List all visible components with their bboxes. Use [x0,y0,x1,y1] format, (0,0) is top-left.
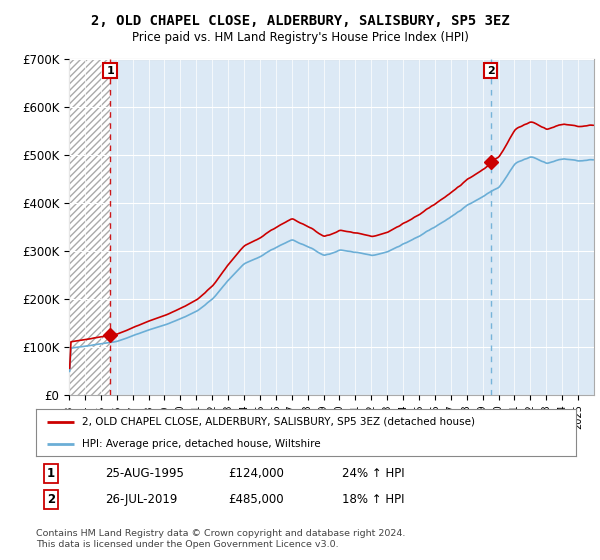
Text: Contains HM Land Registry data © Crown copyright and database right 2024.
This d: Contains HM Land Registry data © Crown c… [36,529,406,549]
Text: 26-JUL-2019: 26-JUL-2019 [105,493,178,506]
Text: 2: 2 [47,493,55,506]
Bar [69,59,110,395]
Text: 25-AUG-1995: 25-AUG-1995 [105,466,184,480]
Text: 1: 1 [106,66,114,76]
Text: HPI: Average price, detached house, Wiltshire: HPI: Average price, detached house, Wilt… [82,438,320,449]
Text: 2: 2 [487,66,494,76]
Text: £124,000: £124,000 [228,466,284,480]
Text: 2, OLD CHAPEL CLOSE, ALDERBURY, SALISBURY, SP5 3EZ: 2, OLD CHAPEL CLOSE, ALDERBURY, SALISBUR… [91,14,509,28]
Text: 18% ↑ HPI: 18% ↑ HPI [342,493,404,506]
Text: 24% ↑ HPI: 24% ↑ HPI [342,466,404,480]
Text: £485,000: £485,000 [228,493,284,506]
Text: Price paid vs. HM Land Registry's House Price Index (HPI): Price paid vs. HM Land Registry's House … [131,31,469,44]
Text: 1: 1 [47,466,55,480]
Text: 2, OLD CHAPEL CLOSE, ALDERBURY, SALISBURY, SP5 3EZ (detached house): 2, OLD CHAPEL CLOSE, ALDERBURY, SALISBUR… [82,417,475,427]
